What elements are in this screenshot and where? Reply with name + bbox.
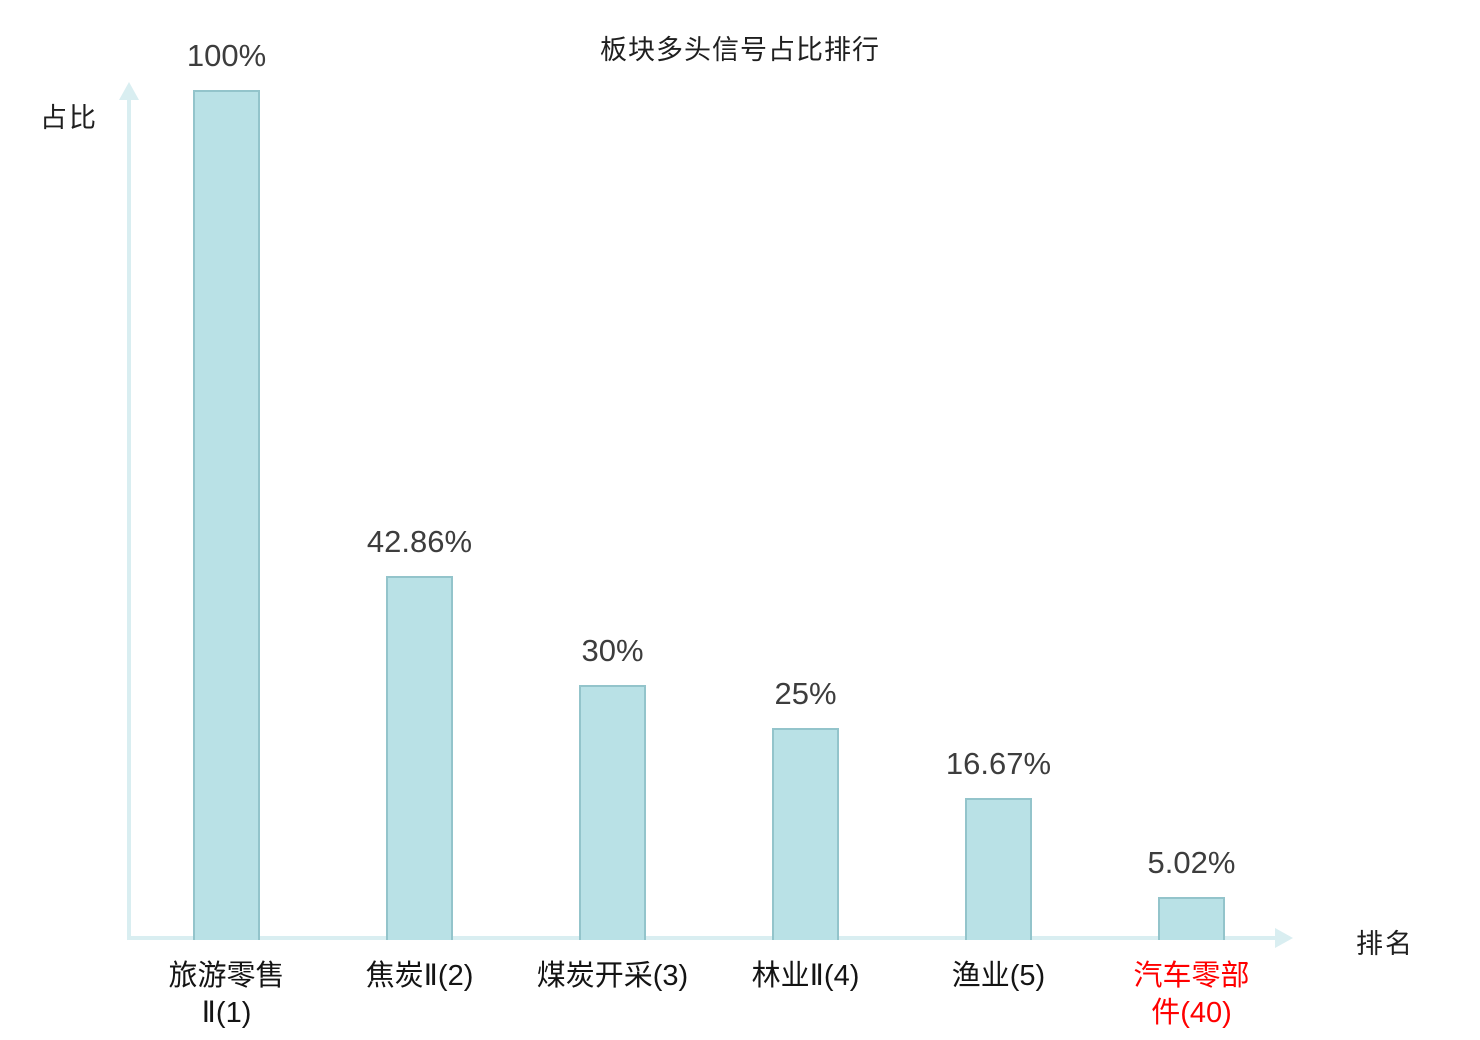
y-axis-arrow-icon: [119, 82, 139, 100]
value-label-2: 42.86%: [366, 523, 473, 559]
bar-4: [772, 727, 839, 940]
value-label-3: 30%: [581, 633, 644, 668]
bar-6: [1158, 897, 1225, 940]
category-label-4: 林业Ⅱ(4): [751, 960, 860, 992]
x-axis-label: 排名: [1356, 929, 1414, 959]
category-label-5: 渔业(5): [951, 960, 1046, 992]
category-label-1: 旅游零售 Ⅱ(1): [168, 960, 285, 1029]
bar-2: [386, 575, 453, 940]
category-label-2: 焦炭Ⅱ(2): [365, 960, 474, 992]
bar-3: [579, 685, 646, 940]
category-label-3: 煤炭开采(3): [536, 960, 689, 992]
y-axis-line: [127, 98, 131, 940]
x-axis-line: [127, 936, 1277, 940]
chart-title: 板块多头信号占比排行: [600, 35, 880, 65]
value-label-6: 5.02%: [1147, 845, 1236, 881]
category-label-6: 汽车零部 件(40): [1133, 960, 1250, 1029]
value-label-4: 25%: [774, 675, 837, 711]
value-label-5: 16.67%: [945, 746, 1052, 782]
bar-1: [193, 90, 260, 940]
value-label-1: 100%: [186, 38, 267, 73]
x-axis-arrow-icon: [1275, 928, 1293, 948]
y-axis-label: 占比: [40, 103, 98, 133]
bar-5: [965, 798, 1032, 940]
